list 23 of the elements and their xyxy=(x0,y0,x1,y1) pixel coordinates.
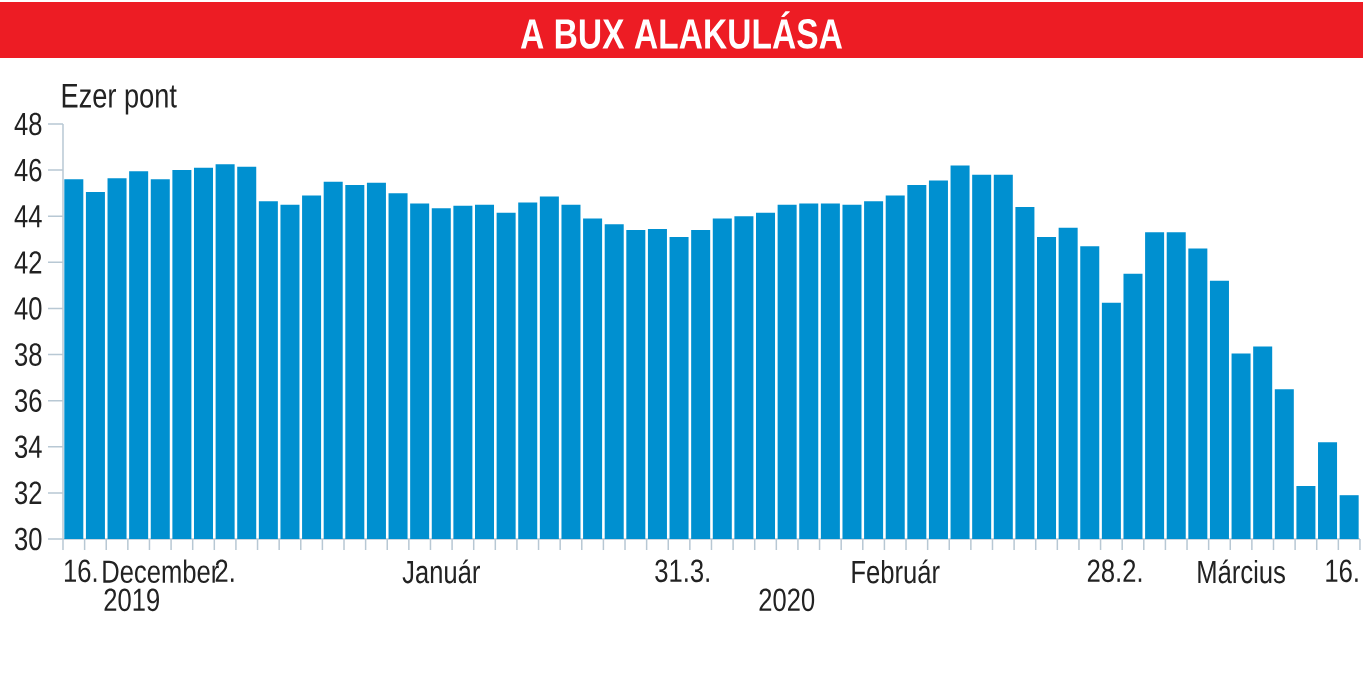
x-tick-label: 31. xyxy=(655,559,688,583)
text: 2019 xyxy=(104,588,159,612)
y-tick-label: 36 xyxy=(14,389,42,412)
y-tick-label: 38 xyxy=(14,343,42,366)
x-tick-label: Március xyxy=(1198,559,1285,584)
x-tick-label: Január xyxy=(402,559,480,584)
x-tick-label: 3. xyxy=(690,559,709,583)
x-tick-label: 16. xyxy=(64,559,97,583)
y-tick-label: 30 xyxy=(14,527,42,551)
x-tick-label: 28. xyxy=(1087,559,1120,583)
x-tick-label: 16. xyxy=(1326,559,1358,583)
y-tick-label: 46 xyxy=(14,158,42,182)
y-tick-label: 48 xyxy=(14,112,42,136)
y-tick-label: 42 xyxy=(14,251,42,274)
x-tick-label: 2. xyxy=(1123,559,1142,582)
y-tick-label: 40 xyxy=(14,297,42,320)
text: 2020 xyxy=(759,588,815,612)
y-tick-label: 34 xyxy=(14,435,42,459)
y-tick-label: 32 xyxy=(14,481,42,505)
x-tick-label: Február xyxy=(852,559,940,584)
chart-title: A BUX ALAKULÁSA xyxy=(520,11,843,49)
y-axis-title: Ezer pont xyxy=(62,84,177,115)
y-tick-label: 44 xyxy=(14,205,42,228)
